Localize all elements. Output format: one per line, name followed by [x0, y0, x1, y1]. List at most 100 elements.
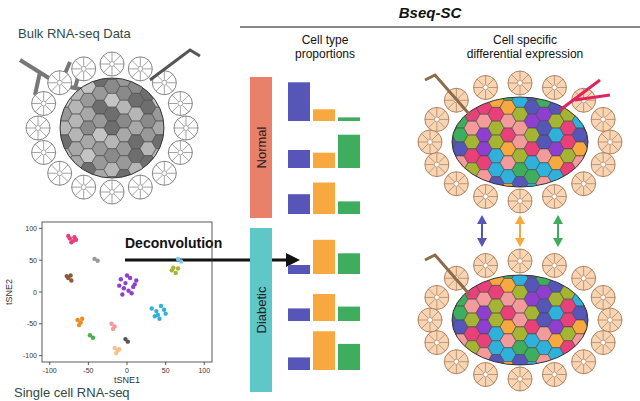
acinus-line: [86, 179, 92, 185]
acinus-line: [43, 107, 44, 116]
acinus-line: [168, 152, 177, 153]
acinus-line: [59, 86, 60, 95]
cell: [104, 66, 120, 80]
acinus-lumen: [601, 295, 606, 300]
acinus-line: [477, 268, 483, 274]
acinus: [508, 367, 532, 391]
acinus-line: [439, 111, 445, 117]
acinus-line: [439, 167, 445, 173]
acinus-line: [180, 92, 181, 101]
acinus-line: [182, 106, 188, 112]
point: [163, 311, 167, 315]
acinus-line: [178, 130, 184, 136]
acinus-line: [448, 102, 454, 108]
cell: [584, 272, 600, 286]
point: [114, 351, 118, 355]
acinus-line: [554, 268, 555, 277]
acinus-line: [512, 371, 518, 377]
acinus-line: [546, 377, 552, 383]
acinus-line: [474, 374, 483, 375]
acinus-line: [425, 119, 434, 120]
acinus-line: [83, 72, 84, 81]
acinus-line: [575, 353, 581, 359]
cell: [140, 170, 156, 184]
bar-chart: [288, 135, 360, 168]
cell: [572, 348, 588, 362]
acinus-line: [62, 175, 68, 181]
cell: [440, 163, 456, 177]
acinus-lumen: [57, 80, 62, 85]
acinus-line: [172, 155, 178, 161]
acinus-line: [489, 374, 498, 375]
acinus-line: [418, 320, 427, 321]
acinus: [425, 107, 449, 131]
acinus-line: [613, 142, 622, 143]
acinus-line: [128, 187, 137, 188]
acinus-body: [48, 161, 72, 185]
acinus-line: [422, 144, 428, 150]
acinus-line: [439, 345, 445, 351]
acinus: [100, 180, 124, 204]
acinus-line: [459, 278, 468, 279]
acinus: [174, 116, 198, 140]
point: [173, 271, 177, 275]
acinus-line: [546, 257, 552, 263]
acinus: [418, 130, 442, 154]
acinus-lumen: [81, 66, 86, 71]
bar: [313, 183, 335, 215]
acinus-line: [448, 175, 454, 181]
acinus-line: [458, 353, 464, 359]
acinus-line: [557, 366, 563, 372]
acinus-body: [26, 116, 50, 140]
acinus: [128, 57, 152, 81]
cell: [80, 177, 96, 191]
acinus-line: [605, 334, 611, 340]
acinus-line: [35, 106, 41, 112]
acinus-line: [100, 64, 109, 65]
acinus-line: [557, 199, 563, 205]
acinus-body: [72, 175, 96, 199]
arrow-head: [515, 215, 525, 224]
acinus-line: [485, 185, 486, 194]
point: [123, 281, 127, 285]
acinus-line: [104, 66, 110, 72]
acinus-line: [554, 75, 555, 84]
duct-path: [425, 75, 470, 115]
acinus-line: [554, 378, 555, 387]
acinus-line: [422, 322, 428, 328]
acinus-line: [436, 300, 437, 309]
acinus-line: [166, 74, 172, 80]
acinus-line: [86, 189, 92, 195]
arrow-label: Deconvolution: [125, 235, 222, 251]
acinus-line: [485, 75, 486, 84]
cell: [452, 184, 468, 198]
y-tick-label: -100: [23, 352, 37, 359]
cell: [164, 156, 180, 170]
acinus-line: [186, 131, 187, 140]
acinus-lumen: [454, 359, 459, 364]
acinus-body: [591, 107, 615, 131]
double-arrow: [477, 215, 487, 247]
point: [171, 266, 175, 270]
acinus-line: [546, 268, 552, 274]
x-tick: [204, 362, 205, 365]
acinus-line: [474, 87, 483, 88]
cell: [572, 362, 588, 376]
acinus-line: [456, 172, 457, 181]
acinus: [591, 153, 615, 177]
cell: [452, 348, 468, 362]
acinus-line: [428, 300, 434, 306]
acinus-line: [598, 320, 607, 321]
acinus-line: [477, 90, 483, 96]
acinus-line: [156, 85, 162, 91]
bar: [288, 265, 310, 274]
cell: [152, 163, 168, 177]
vessel: [150, 50, 200, 80]
cell: [440, 285, 456, 299]
acinus-line: [112, 67, 113, 76]
bar: [288, 357, 310, 370]
acinus-line: [62, 165, 68, 171]
islet-border: [452, 97, 588, 187]
x-tick: [127, 362, 128, 365]
acinus-line: [520, 189, 521, 198]
